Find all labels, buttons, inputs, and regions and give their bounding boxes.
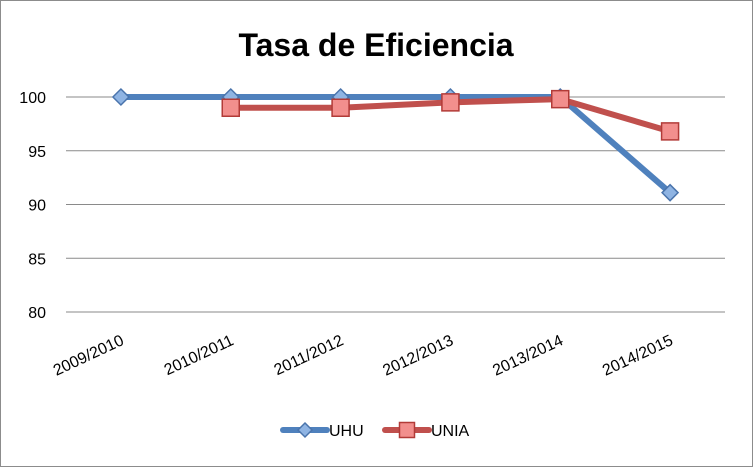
legend: UHU UNIA (280, 421, 470, 440)
x-axis-ticks: 2009/2010 2010/2011 2011/2012 2012/2013 2013… (51, 332, 676, 379)
x-tick-label: 2014/2015 (600, 332, 676, 379)
y-tick-label: 90 (28, 198, 46, 215)
series-group (111, 87, 680, 202)
data-point (331, 98, 350, 117)
y-axis-ticks: 80 85 90 95 100 (19, 90, 46, 322)
data-point (221, 98, 240, 117)
x-tick-label: 2012/2013 (380, 332, 456, 379)
legend-label: UNIA (431, 423, 470, 440)
data-point (551, 89, 570, 109)
legend-marker (296, 421, 314, 439)
gridlines (66, 96, 725, 313)
chart-title: Tasa de Eficiencia (238, 27, 513, 63)
legend-item-uhu: UHU (280, 421, 364, 440)
y-tick-label: 100 (19, 90, 46, 107)
x-tick-label: 2011/2012 (272, 332, 347, 379)
data-point (661, 183, 680, 202)
y-tick-label: 80 (28, 305, 46, 322)
x-tick-label: 2010/2011 (162, 332, 237, 379)
series-line-uhu (117, 94, 674, 196)
y-tick-label: 85 (28, 251, 46, 268)
series-unia (221, 89, 680, 141)
x-tick-label: 2009/2010 (51, 332, 127, 379)
legend-label: UHU (329, 423, 364, 440)
y-tick-label: 95 (28, 144, 46, 161)
legend-item-unia: UNIA (382, 421, 470, 440)
legend-marker (398, 421, 416, 439)
data-point (660, 122, 680, 141)
x-tick-label: 2013/2014 (490, 332, 566, 379)
data-point (111, 87, 130, 107)
data-point (441, 93, 460, 112)
